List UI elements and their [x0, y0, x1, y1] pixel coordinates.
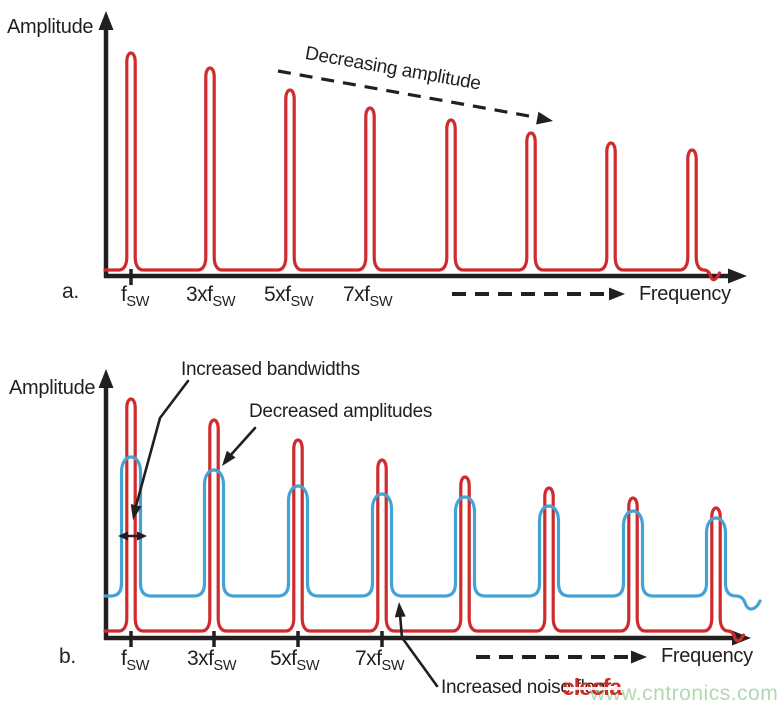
tick-main: f [121, 283, 127, 306]
y-axis-label-b: Amplitude [9, 377, 96, 399]
tick-sub: SW [126, 294, 150, 310]
x-axis-label-a: Frequency [639, 283, 731, 305]
tick-main: 3xf [187, 647, 214, 670]
y-axis-label-a: Amplitude [7, 16, 94, 38]
annotation-decreased-amplitudes: Decreased amplitudes [249, 401, 433, 422]
x-tick-3xfsw-b: 3xfSW [187, 647, 237, 674]
tick-main: 5xf [264, 283, 291, 306]
x-tick-7xfsw-b: 7xfSW [355, 647, 405, 674]
x-tick-fsw-b: fSW [121, 647, 150, 674]
tick-main: f [121, 647, 127, 670]
x-tick-5xfsw-a: 5xfSW [264, 283, 314, 310]
tick-sub: SW [212, 294, 236, 310]
tick-sub: SW [290, 294, 314, 310]
annotation-increased-bandwidths: Increased bandwidths [181, 359, 360, 380]
watermark-cntronics: www.cntronics.com [590, 682, 777, 705]
watermark-stencil-line [563, 687, 625, 690]
tick-sub: SW [369, 294, 393, 310]
annotation-increased-noise-floor: Increased noise floor [441, 677, 612, 698]
tick-sub: SW [126, 658, 150, 674]
panel-label-a: a. [62, 280, 79, 303]
tick-sub: SW [213, 658, 237, 674]
panel-label-b: b. [59, 645, 76, 668]
tick-main: 7xf [343, 283, 370, 306]
x-tick-5xfsw-b: 5xfSW [270, 647, 320, 674]
tick-sub: SW [296, 658, 320, 674]
tick-main: 3xf [186, 283, 213, 306]
x-tick-7xfsw-a: 7xfSW [343, 283, 393, 310]
tick-main: 5xf [270, 647, 297, 670]
x-tick-fsw-a: fSW [121, 283, 150, 310]
x-tick-3xfsw-a: 3xfSW [186, 283, 236, 310]
x-axis-label-b: Frequency [661, 645, 753, 667]
tick-main: 7xf [355, 647, 382, 670]
tick-sub: SW [381, 658, 405, 674]
